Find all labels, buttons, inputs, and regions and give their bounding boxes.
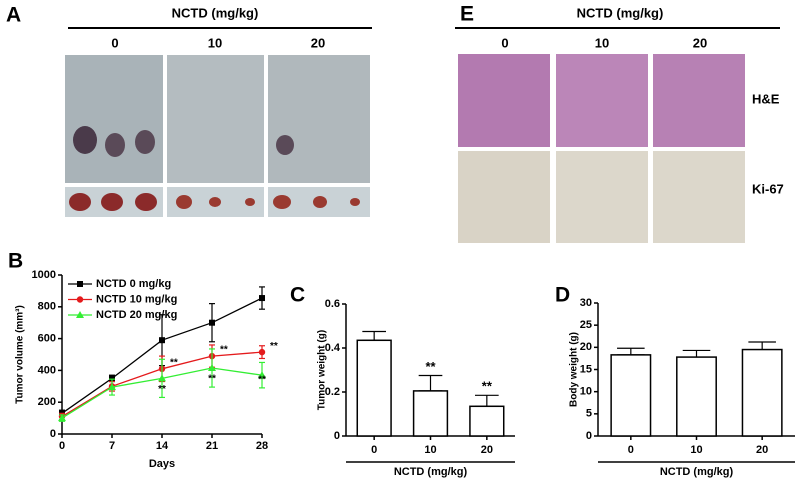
significance: ** [270, 341, 278, 352]
y-axis-label: Body weight (g) [569, 332, 580, 407]
y-tick-label: 0 [586, 430, 592, 442]
data-point [108, 383, 116, 391]
x-axis-label: Days [149, 458, 175, 470]
bar [469, 405, 505, 437]
group-label: 20 [311, 35, 325, 50]
x-axis-label: NCTD (mg/kg) [660, 466, 734, 478]
y-tick-label: 0 [334, 430, 340, 442]
x-tick-label: 10 [424, 444, 436, 456]
panel-label: C [290, 284, 305, 307]
legend-label: NCTD 0 mg/kg [96, 278, 171, 290]
data-point [158, 374, 166, 382]
bar [676, 356, 717, 437]
x-tick-label: 28 [256, 440, 268, 452]
y-axis-label: Tumor weight (g) [317, 330, 328, 410]
significance: ** [482, 379, 493, 394]
data-point [258, 371, 266, 379]
significance: ** [220, 345, 228, 356]
data-point [58, 414, 66, 422]
x-tick-label: 21 [206, 440, 218, 452]
bar [610, 354, 652, 437]
x-tick-label: 0 [371, 444, 377, 456]
x-tick-label: 0 [59, 440, 65, 452]
panel-label: A [6, 4, 21, 27]
y-tick-label: 20 [580, 341, 592, 353]
y-tick-label: 600 [38, 333, 56, 345]
y-tick-label: 200 [38, 396, 56, 408]
y-tick-label: 25 [580, 319, 592, 331]
legend-marker [77, 281, 83, 287]
y-tick-label: 0.4 [325, 342, 341, 354]
x-axis-label: NCTD (mg/kg) [394, 466, 468, 478]
legend-label: NCTD 20 mg/kg [96, 309, 177, 321]
group-label: 20 [693, 35, 707, 50]
x-tick-label: 20 [481, 444, 493, 456]
bar [741, 348, 783, 437]
legend-label: NCTD 10 mg/kg [96, 293, 177, 305]
legend-marker [76, 296, 84, 303]
panel-label: D [555, 284, 570, 307]
data-point [259, 295, 265, 302]
group-label: 10 [208, 35, 222, 50]
histology-images [458, 54, 745, 243]
header: NCTD (mg/kg) [172, 5, 259, 20]
y-tick-label: 5 [586, 408, 592, 420]
y-tick-label: 10 [580, 386, 592, 398]
legend-marker [76, 311, 84, 318]
y-tick-label: 0 [50, 428, 56, 440]
bar [412, 390, 449, 437]
y-tick-label: 1000 [32, 269, 56, 281]
significance: ** [158, 384, 166, 395]
data-point [159, 337, 165, 344]
panel-label: B [8, 250, 23, 273]
header: NCTD (mg/kg) [577, 5, 664, 20]
significance: ** [170, 357, 178, 368]
y-tick-label: 0.2 [325, 386, 340, 398]
x-tick-label: 7 [109, 440, 115, 452]
row-label: Ki-67 [752, 181, 784, 196]
x-tick-label: 0 [628, 444, 634, 456]
y-tick-label: 15 [580, 363, 592, 375]
mouse-photos [65, 55, 370, 217]
row-label: H&E [752, 91, 780, 106]
group-label: 10 [595, 35, 609, 50]
bar [356, 339, 392, 437]
y-tick-label: 800 [38, 301, 56, 313]
data-point [208, 364, 216, 372]
x-tick-label: 14 [156, 440, 169, 452]
significance: ** [258, 375, 266, 386]
data-point [258, 348, 266, 356]
y-tick-label: 0.6 [325, 298, 340, 310]
group-label: 0 [501, 35, 508, 50]
y-axis-label: Tumor volume (mm³) [15, 305, 26, 404]
x-tick-label: 20 [756, 444, 768, 456]
panel-label: E [460, 3, 474, 26]
significance: ** [208, 374, 216, 385]
y-tick-label: 30 [580, 297, 592, 309]
data-point [209, 319, 215, 326]
data-point [109, 375, 115, 382]
x-tick-label: 10 [690, 444, 702, 456]
significance: ** [425, 359, 436, 374]
group-label: 0 [111, 35, 118, 50]
y-tick-label: 400 [38, 364, 56, 376]
